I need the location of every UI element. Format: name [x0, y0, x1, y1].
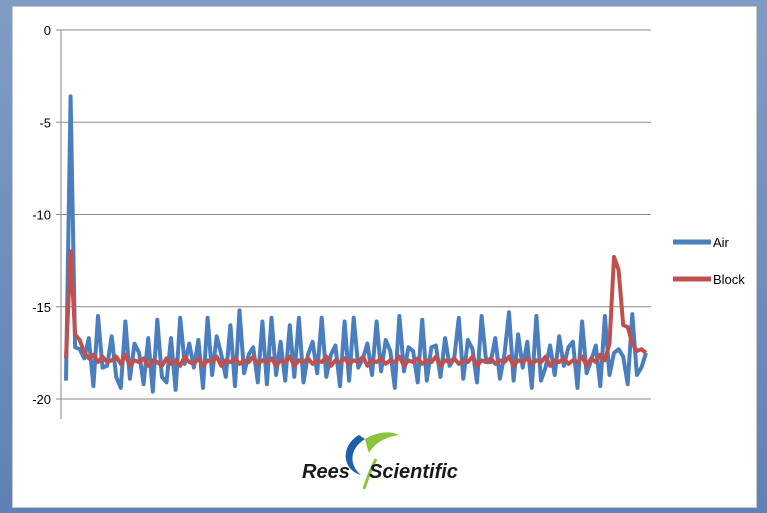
chart-area: 0 -5 -10 -15 -20 Air Block Rees Scientific	[12, 6, 757, 508]
legend-label-air: Air	[713, 235, 730, 250]
series-line-block	[64, 249, 648, 368]
y-tick-label-2: -10	[32, 208, 51, 223]
y-tick-labels: 0 -5 -10 -15 -20	[32, 23, 51, 407]
logo-swoosh-icon	[362, 458, 378, 490]
logo-leaf-icon	[365, 432, 399, 453]
gridlines	[56, 29, 651, 400]
y-tick-label-4: -20	[32, 392, 51, 407]
chart-svg: 0 -5 -10 -15 -20 Air Block Rees Scientific	[32, 23, 745, 490]
logo-text-scientific: Scientific	[369, 461, 458, 483]
rees-scientific-logo: Rees Scientific	[302, 432, 458, 490]
y-tick-label-1: -5	[39, 115, 51, 130]
logo-crescent-icon	[345, 435, 365, 475]
series-lines	[64, 94, 648, 394]
y-tick-label-0: 0	[44, 23, 51, 38]
legend-label-block: Block	[713, 272, 745, 287]
legend: Air Block	[673, 235, 745, 287]
logo-text-rees: Rees	[302, 461, 350, 483]
y-tick-label-3: -15	[32, 300, 51, 315]
series-line-air	[64, 94, 648, 394]
